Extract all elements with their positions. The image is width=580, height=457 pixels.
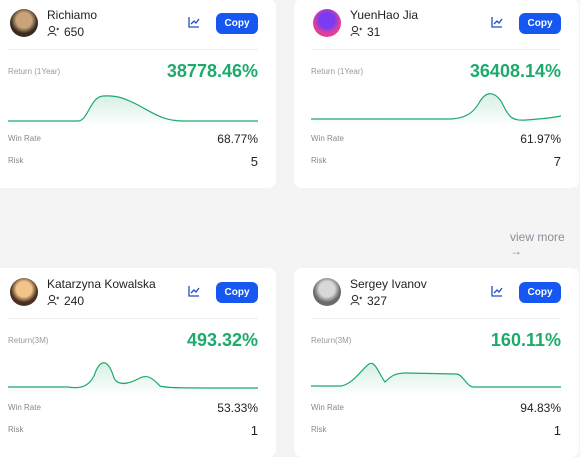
separator bbox=[8, 49, 258, 50]
view-more[interactable]: view more → bbox=[510, 230, 580, 258]
avatar bbox=[313, 278, 341, 306]
follower-icon bbox=[47, 25, 59, 37]
trader-card: Richiamo 650 Copy Return (1Year) 38778.46% Wi… bbox=[0, 0, 276, 188]
follower-count: 327 bbox=[367, 294, 388, 308]
risk-label: Risk bbox=[8, 425, 24, 434]
copy-button[interactable]: Copy bbox=[519, 13, 561, 34]
separator bbox=[311, 49, 561, 50]
trader-name: Richiamo bbox=[47, 8, 98, 22]
follower-icon bbox=[47, 294, 59, 306]
follower-icon bbox=[350, 294, 362, 306]
return-value: 36408.14% bbox=[469, 61, 561, 81]
return-label: Return(3M) bbox=[311, 336, 352, 345]
return-value: 160.11% bbox=[490, 330, 561, 350]
return-label: Return (1Year) bbox=[311, 67, 364, 76]
win-rate-value: 61.97% bbox=[520, 132, 561, 146]
trader-card: YuenHao Jia 31 Copy Return (1Year) 36408.14%… bbox=[294, 0, 579, 188]
win-rate-label: Win Rate bbox=[311, 134, 344, 143]
win-rate-label: Win Rate bbox=[311, 403, 344, 412]
copy-button[interactable]: Copy bbox=[216, 282, 258, 303]
copy-button[interactable]: Copy bbox=[519, 282, 561, 303]
follower-count: 31 bbox=[367, 25, 381, 39]
risk-value: 5 bbox=[250, 154, 258, 169]
return-label: Return (1Year) bbox=[8, 67, 61, 76]
return-value: 493.32% bbox=[186, 330, 258, 350]
arrow: → bbox=[510, 244, 522, 258]
sparkline bbox=[8, 362, 258, 396]
risk-label: Risk bbox=[8, 156, 24, 165]
risk-value: 1 bbox=[250, 423, 258, 438]
trader-card: Katarzyna Kowalska 240 Copy Return(3M) 493.3… bbox=[0, 268, 276, 457]
trader-name: YuenHao Jia bbox=[350, 8, 419, 22]
chart-icon[interactable] bbox=[491, 285, 503, 297]
avatar bbox=[313, 9, 341, 37]
trader-name: Katarzyna Kowalska bbox=[47, 277, 156, 291]
return-value: 38778.46% bbox=[166, 61, 258, 81]
view-more-text[interactable]: view more bbox=[510, 230, 565, 244]
avatar bbox=[10, 278, 38, 306]
sparkline bbox=[8, 95, 258, 127]
separator bbox=[311, 318, 561, 319]
win-rate-value: 68.77% bbox=[217, 132, 258, 146]
win-rate-value: 94.83% bbox=[520, 401, 561, 415]
trader-card: Sergey Ivanov 327 Copy Return(3M) 160.11% Win… bbox=[294, 268, 579, 457]
sparkline bbox=[311, 362, 561, 396]
avatar bbox=[10, 9, 38, 37]
sparkline bbox=[311, 93, 561, 127]
return-label: Return(3M) bbox=[8, 336, 49, 345]
win-rate-label: Win Rate bbox=[8, 403, 41, 412]
risk-value: 1 bbox=[553, 423, 561, 438]
risk-label: Risk bbox=[311, 425, 327, 434]
follower-icon bbox=[350, 25, 362, 37]
chart-icon[interactable] bbox=[491, 16, 503, 28]
follower-count: 650 bbox=[64, 25, 85, 39]
follower-count: 240 bbox=[64, 294, 85, 308]
risk-value: 7 bbox=[553, 154, 561, 169]
win-rate-label: Win Rate bbox=[8, 134, 41, 143]
win-rate-value: 53.33% bbox=[217, 401, 258, 415]
risk-label: Risk bbox=[311, 156, 327, 165]
copy-button[interactable]: Copy bbox=[216, 13, 258, 34]
chart-icon[interactable] bbox=[188, 16, 200, 28]
separator bbox=[8, 318, 258, 319]
chart-icon[interactable] bbox=[188, 285, 200, 297]
trader-name: Sergey Ivanov bbox=[350, 277, 427, 291]
